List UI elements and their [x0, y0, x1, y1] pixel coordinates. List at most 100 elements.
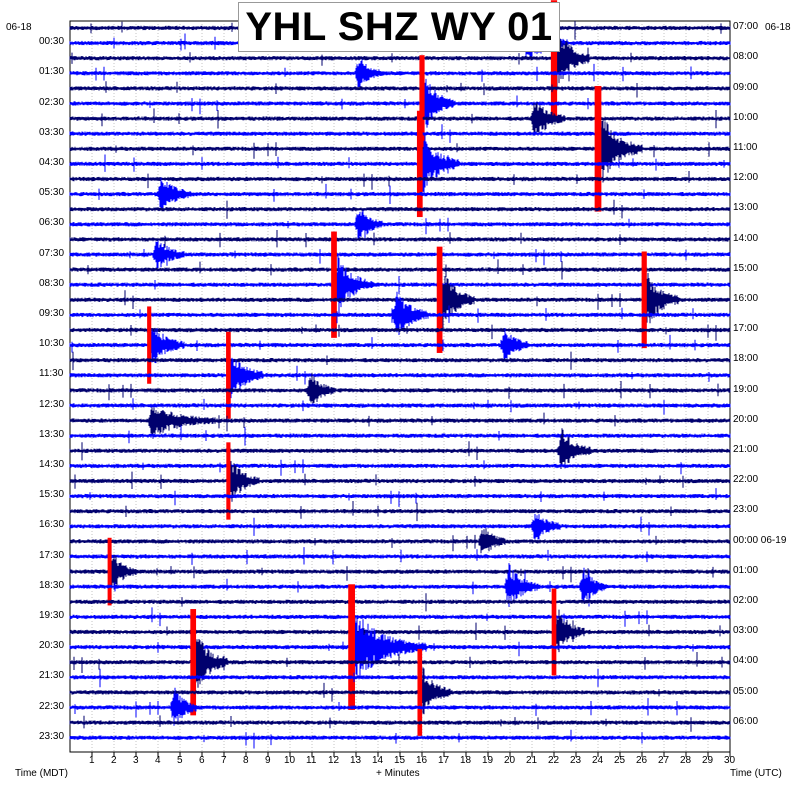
clipped-event-mark — [641, 251, 647, 349]
clipped-event-mark — [594, 85, 602, 212]
right-time-tick-label: 06:00 — [733, 715, 759, 727]
trace-line-35 — [69, 547, 731, 565]
left-time-tick-label: 22:30 — [39, 700, 65, 712]
x-tick-label: 26 — [636, 755, 648, 766]
x-tick-label: 6 — [199, 755, 205, 766]
trace-line-46 — [69, 715, 731, 732]
trace-line-12 — [69, 199, 731, 219]
clipped-event-mark — [226, 331, 231, 419]
trace-line-30 — [69, 461, 731, 502]
right-time-tick-label: 20:00 — [733, 413, 759, 425]
trace-line-4 — [69, 81, 731, 98]
x-tick-label: 3 — [133, 755, 139, 766]
left-time-tick-label: 09:30 — [39, 307, 65, 319]
x-tick-label: 25 — [614, 755, 626, 766]
left-time-tick-label: 16:30 — [39, 519, 65, 531]
trace-line-8 — [69, 118, 731, 183]
x-tick-label: 15 — [394, 755, 406, 766]
x-axis-label: + Minutes — [376, 768, 420, 779]
right-time-tick-label: 03:00 — [733, 625, 759, 637]
trace-line-27 — [69, 425, 731, 446]
x-tick-label: 17 — [438, 755, 450, 766]
chart-title: YHL SHZ WY 01 — [245, 4, 553, 49]
trace-line-24 — [69, 373, 731, 407]
left-time-tick-label: 13:30 — [39, 428, 65, 440]
left-time-tick-label: 06:30 — [39, 217, 65, 229]
clipped-event-mark — [147, 306, 152, 384]
trace-line-41 — [69, 615, 731, 677]
left-time-tick-label: 04:30 — [39, 156, 65, 168]
left-time-tick-label: 19:30 — [39, 609, 65, 621]
x-tick-label: 10 — [284, 755, 296, 766]
right-time-tick-label: 14:00 — [733, 232, 759, 244]
x-tick-label: 18 — [460, 755, 472, 766]
trace-line-28 — [69, 428, 731, 469]
left-time-tick-label: 03:30 — [39, 126, 65, 138]
right-time-tick-label: 01:00 — [733, 564, 759, 576]
right-time-tick-label: 09:00 — [733, 81, 759, 93]
right-time-tick-label: 02:00 — [733, 594, 759, 606]
right-time-tick-label: 15:00 — [733, 262, 759, 274]
clipped-event-mark — [417, 648, 423, 736]
date-label-right: 06-18 — [765, 22, 791, 33]
x-tick-label: 30 — [724, 755, 736, 766]
left-time-tick-label: 17:30 — [39, 549, 65, 561]
left-time-tick-label: 14:30 — [39, 458, 65, 470]
left-time-tick-label: 00:30 — [39, 36, 65, 48]
trace-line-3 — [69, 59, 731, 87]
clipped-event-mark — [436, 246, 443, 353]
clipped-event-mark — [190, 609, 197, 716]
right-time-tick-label: 22:00 — [733, 474, 759, 486]
left-time-tick-label: 10:30 — [39, 338, 65, 350]
date-label-left: 06-18 — [6, 22, 32, 33]
left-time-tick-label: 21:30 — [39, 670, 65, 682]
right-time-tick-label: 19:00 — [733, 383, 759, 395]
x-tick-label: 8 — [243, 755, 249, 766]
left-time-tick-label: 18:30 — [39, 579, 65, 591]
trace-line-29 — [69, 459, 731, 476]
clipped-event-mark — [348, 584, 355, 710]
left-time-tick-label: 07:30 — [39, 247, 65, 259]
left-time-tick-label: 02:30 — [39, 96, 65, 108]
x-tick-label: 27 — [658, 755, 670, 766]
x-tick-label: 5 — [177, 755, 183, 766]
trace-line-19 — [69, 291, 731, 335]
trace-line-31 — [69, 488, 731, 507]
trace-line-44 — [69, 667, 731, 715]
right-time-tick-label: 04:00 — [733, 655, 759, 667]
trace-line-47 — [69, 729, 731, 749]
trace-line-39 — [69, 607, 731, 627]
trace-line-25 — [69, 398, 731, 415]
clipped-event-mark — [331, 231, 337, 338]
right-time-tick-label: 21:00 — [733, 443, 759, 455]
x-tick-label: 19 — [482, 755, 494, 766]
trace-line-22 — [69, 351, 731, 371]
x-tick-group — [91, 752, 731, 757]
right-time-tick-label: 08:00 — [733, 51, 759, 63]
clipped-event-mark — [107, 537, 112, 606]
right-time-tick-label: 11:00 — [733, 141, 758, 153]
x-tick-label: 13 — [350, 755, 362, 766]
title-box: YHL SHZ WY 01 — [238, 2, 560, 52]
x-tick-label: 21 — [526, 755, 538, 766]
trace-line-13 — [69, 210, 731, 240]
trace-line-14 — [69, 230, 731, 248]
clipped-event-mark — [416, 110, 423, 218]
clipped-event-mark — [551, 588, 557, 676]
trace-line-38 — [69, 593, 731, 612]
x-tick-label: 22 — [548, 755, 560, 766]
left-time-tick-label: 05:30 — [39, 187, 65, 199]
trace-line-20 — [69, 324, 731, 341]
x-tick-label: 9 — [265, 755, 271, 766]
trace-line-43 — [69, 668, 731, 688]
trace-line-11 — [69, 177, 731, 210]
x-tick-label: 14 — [372, 755, 384, 766]
left-time-tick-label: 23:30 — [39, 730, 65, 742]
left-time-tick-label: 11:30 — [39, 368, 64, 380]
right-axis-label: Time (UTC) — [730, 768, 782, 779]
trace-line-32 — [69, 501, 731, 522]
left-time-tick-label: 01:30 — [39, 66, 65, 78]
trace-line-9 — [69, 135, 731, 194]
right-time-tick-label: 23:00 — [733, 504, 759, 516]
